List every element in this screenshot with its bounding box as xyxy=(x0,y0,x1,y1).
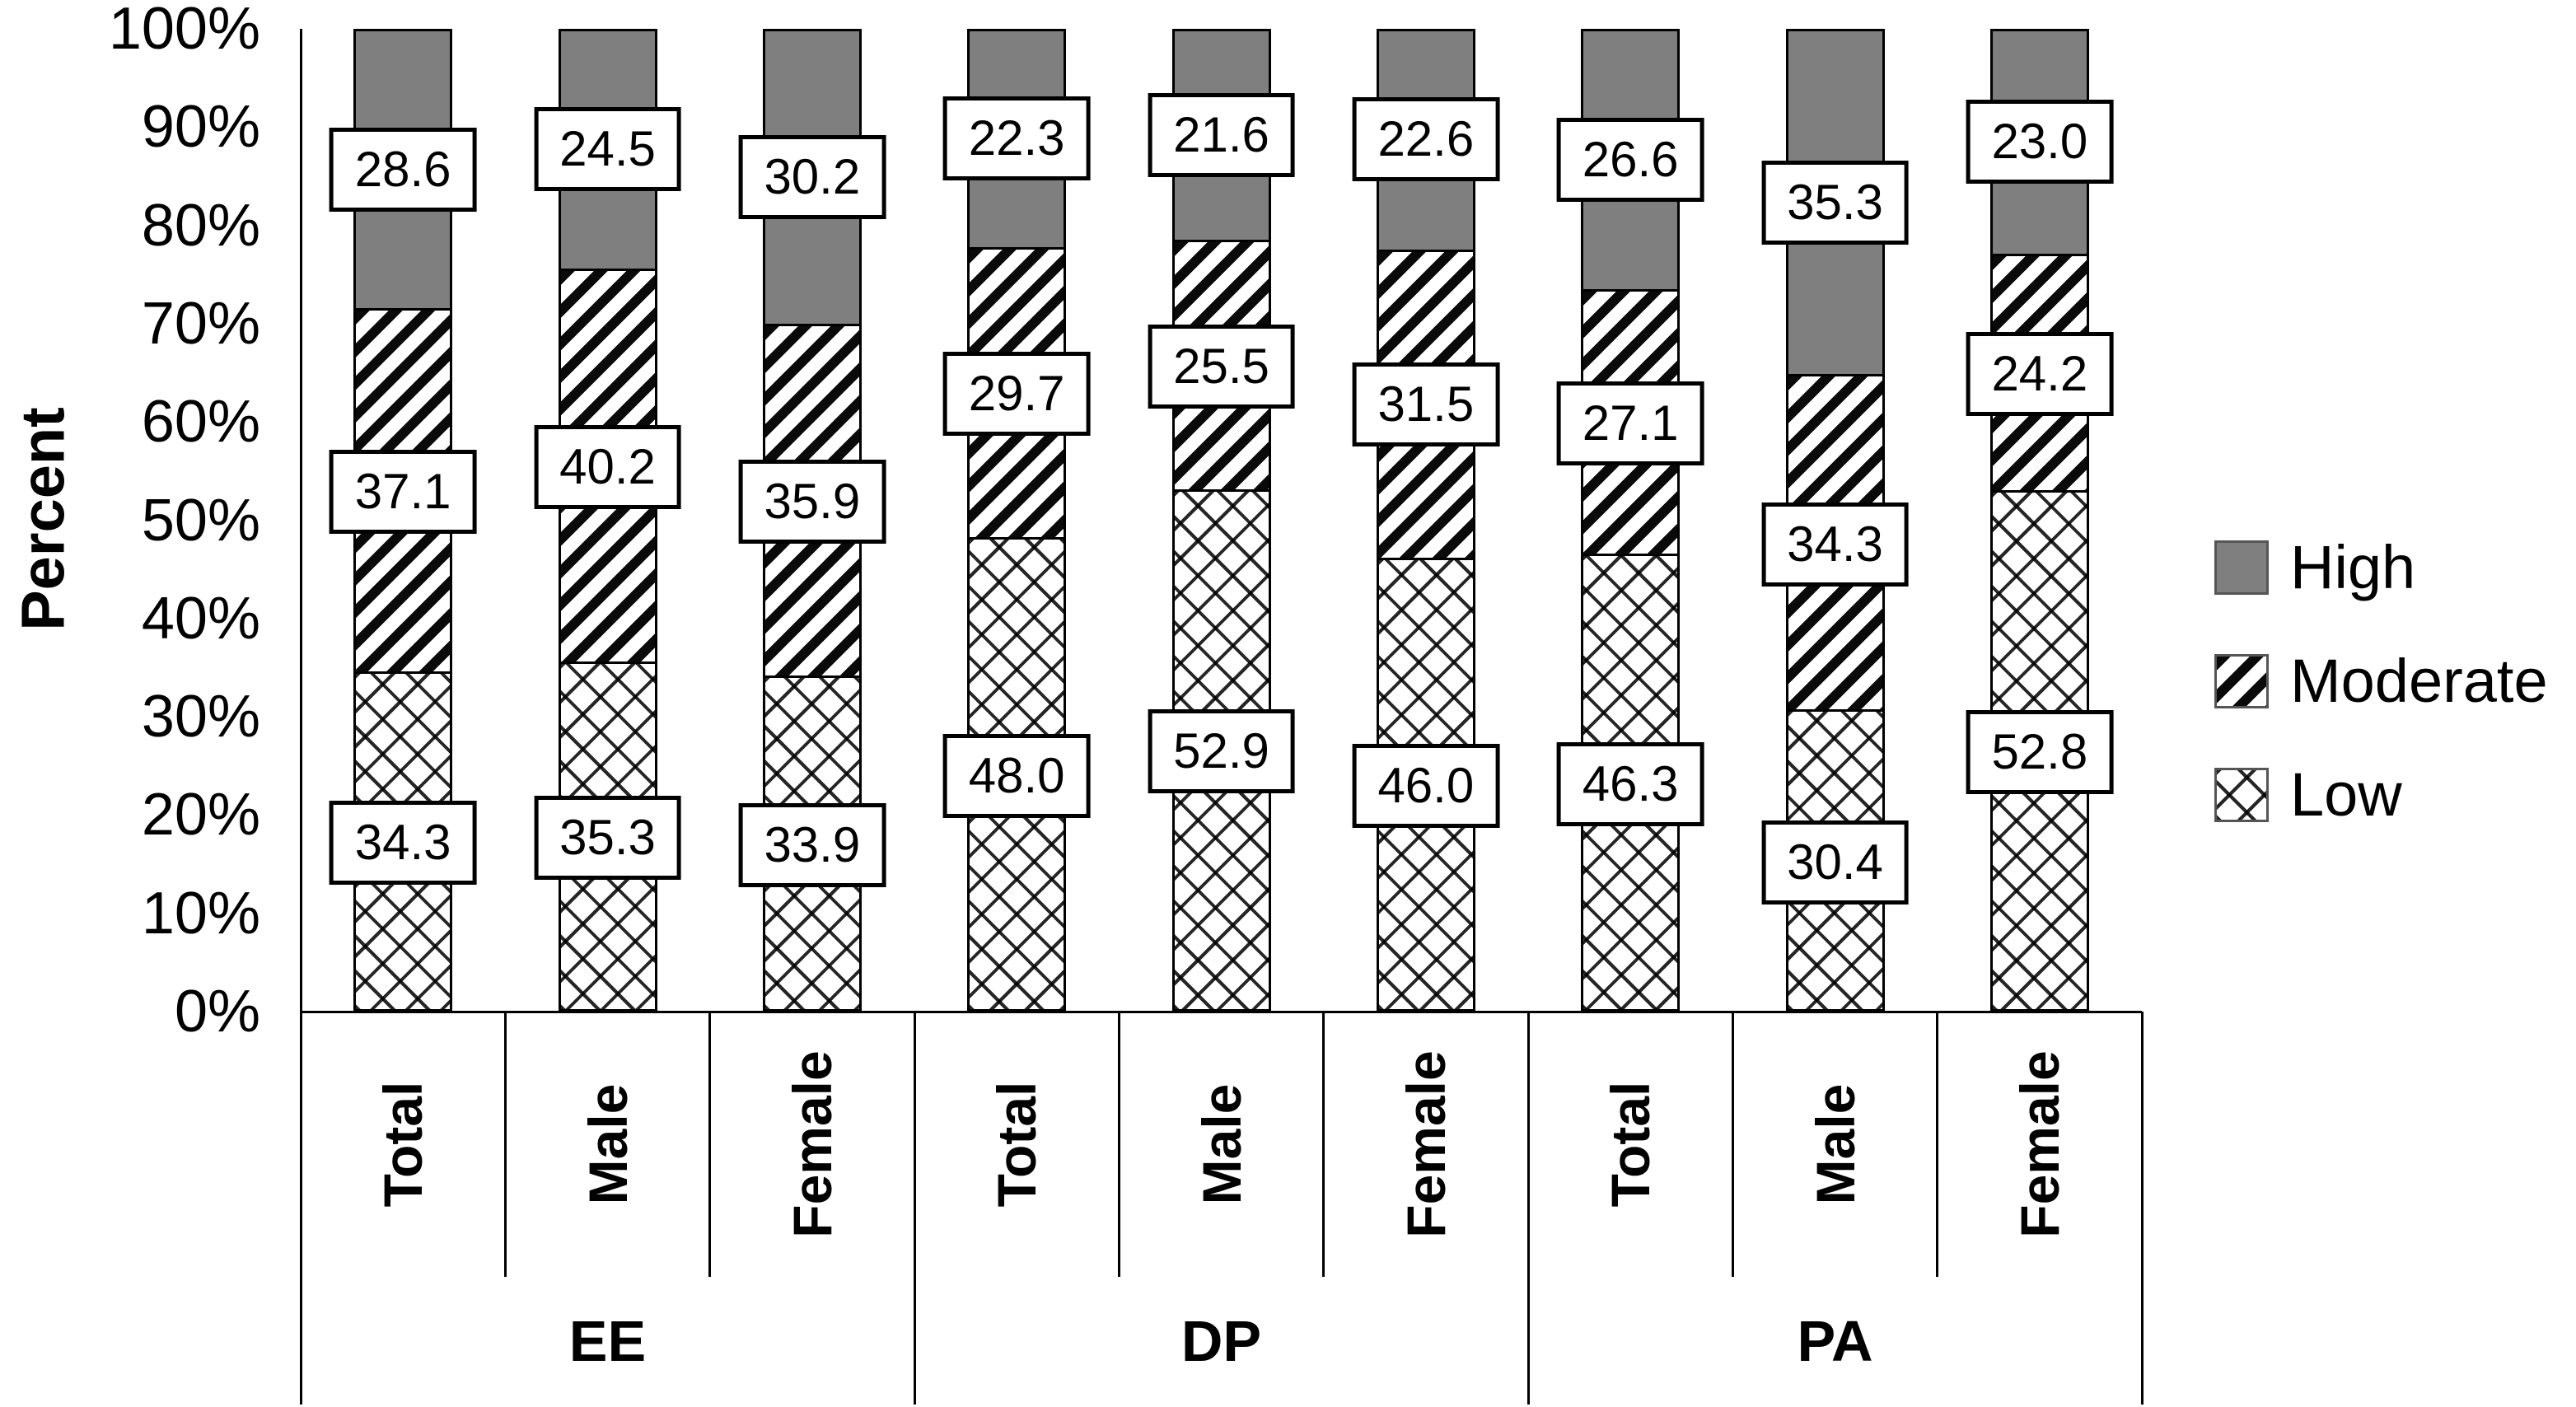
legend-label: High xyxy=(2290,533,2416,601)
data-label: 40.2 xyxy=(534,425,681,510)
x-category-label: Total xyxy=(986,1081,1048,1208)
y-tick-label: 50% xyxy=(141,487,260,554)
y-axis-line xyxy=(299,29,302,1405)
category-divider-line xyxy=(1731,1012,1734,1277)
legend-swatch-moderate xyxy=(2214,654,2269,708)
group-divider-line xyxy=(1526,1012,1530,1405)
data-label: 33.9 xyxy=(738,802,886,887)
x-category-label: Total xyxy=(1600,1081,1662,1208)
y-tick-label: 20% xyxy=(141,782,260,848)
x-category-label: Total xyxy=(372,1081,434,1208)
category-divider-line xyxy=(1936,1012,1939,1277)
data-label: 22.6 xyxy=(1352,96,1500,181)
group-divider-line xyxy=(2140,1012,2144,1405)
y-tick-label: 60% xyxy=(141,389,260,456)
data-label: 46.0 xyxy=(1352,743,1500,828)
x-category-label: Male xyxy=(1190,1083,1252,1205)
category-divider-line xyxy=(1322,1012,1325,1277)
data-label: 46.3 xyxy=(1556,741,1704,826)
data-label: 24.2 xyxy=(1966,331,2114,416)
x-axis-line xyxy=(301,1010,2142,1013)
y-tick-label: 70% xyxy=(141,290,260,357)
y-tick-label: 80% xyxy=(141,192,260,259)
category-divider-line xyxy=(1117,1012,1120,1277)
plot-area: 34.3 37.1 28.6 35.3 40.2 24.5 33.9 35.9 30.2 48.0… xyxy=(301,29,2142,1012)
x-category-label: Female xyxy=(1395,1050,1456,1238)
y-tick-label: 40% xyxy=(141,585,260,652)
data-label: 30.4 xyxy=(1761,820,1909,904)
y-tick-label: 100% xyxy=(108,0,260,62)
data-label: 29.7 xyxy=(942,352,1091,437)
y-tick-label: 0% xyxy=(174,979,260,1045)
data-label: 27.1 xyxy=(1556,381,1704,465)
data-label: 52.9 xyxy=(1148,709,1295,794)
data-label: 48.0 xyxy=(942,733,1091,818)
legend-label: Moderate xyxy=(2290,647,2548,715)
x-category-label: Female xyxy=(781,1050,843,1238)
x-group-label: DP xyxy=(1180,1308,1262,1373)
x-category-label: Female xyxy=(2008,1050,2070,1238)
legend-swatch-low xyxy=(2214,768,2269,822)
legend: High Moderate Low xyxy=(2214,537,2548,825)
data-label: 22.3 xyxy=(942,96,1091,181)
category-divider-line xyxy=(503,1012,507,1277)
category-divider-line xyxy=(708,1012,712,1277)
data-label: 35.9 xyxy=(738,460,886,545)
data-label: 37.1 xyxy=(329,450,477,535)
x-group-label: PA xyxy=(1797,1308,1873,1373)
legend-swatch-high xyxy=(2214,540,2269,595)
x-category-label: Male xyxy=(577,1083,638,1205)
data-label: 21.6 xyxy=(1148,92,1295,177)
y-tick-label: 10% xyxy=(141,880,260,947)
data-label: 35.3 xyxy=(1761,160,1909,245)
data-label: 23.0 xyxy=(1966,100,2114,185)
data-label: 28.6 xyxy=(329,127,477,212)
legend-item-high: High xyxy=(2214,537,2548,598)
data-label: 52.8 xyxy=(1966,710,2114,795)
x-group-label: EE xyxy=(568,1308,647,1373)
y-tick-label: 90% xyxy=(141,94,260,161)
legend-item-low: Low xyxy=(2214,764,2548,825)
data-label: 30.2 xyxy=(738,135,886,220)
y-tick-label: 30% xyxy=(141,684,260,750)
data-label: 34.3 xyxy=(1761,502,1909,587)
group-divider-line xyxy=(913,1012,916,1405)
data-label: 31.5 xyxy=(1352,362,1500,447)
data-label: 34.3 xyxy=(329,801,477,886)
legend-item-moderate: Moderate xyxy=(2214,651,2548,712)
legend-label: Low xyxy=(2290,760,2402,829)
data-label: 26.6 xyxy=(1556,117,1704,202)
data-label: 25.5 xyxy=(1148,324,1295,409)
data-label: 24.5 xyxy=(534,107,681,192)
y-axis-tick-labels: 0% 10% 20% 30% 40% 50% 60% 70% 80% 90% 100% xyxy=(0,0,272,1041)
data-label: 35.3 xyxy=(534,796,681,881)
x-category-label: Male xyxy=(1804,1083,1866,1205)
